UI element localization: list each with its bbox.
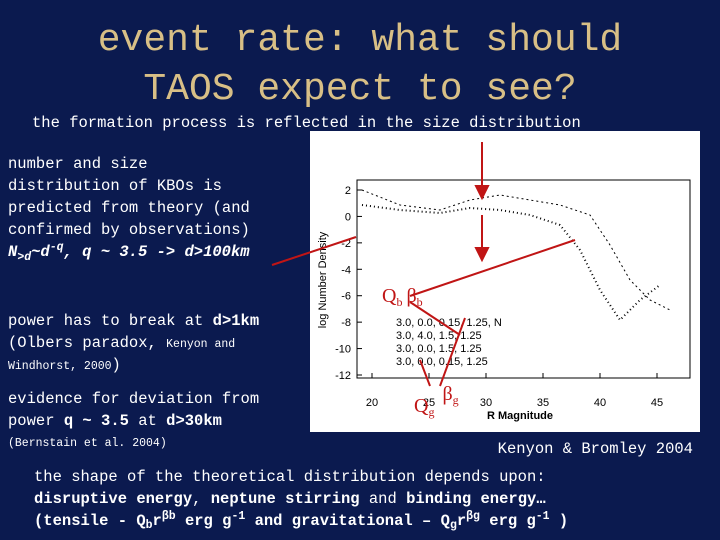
symbol: β bbox=[442, 383, 452, 405]
arrow-head bbox=[474, 185, 490, 201]
subscript: >d bbox=[17, 251, 32, 264]
text-line: power has to break at d>1km bbox=[8, 312, 259, 330]
arrows bbox=[271, 142, 576, 387]
annotation: Qgβg bbox=[414, 383, 459, 419]
text: N bbox=[8, 243, 18, 261]
subtitle: the formation process is reflected in th… bbox=[32, 114, 581, 132]
title-line: event rate: what should bbox=[98, 19, 623, 62]
text: ) bbox=[112, 356, 121, 374]
text-line: N>d~d-q, q ~ 3.5 -> d>100km bbox=[8, 241, 250, 264]
text: r bbox=[457, 512, 466, 530]
figure: log Number Density R Magnitude 20 25 30 35 4… bbox=[310, 131, 700, 432]
text: (tensile - Q bbox=[34, 512, 146, 530]
text-line: Windhorst, 2000) bbox=[8, 356, 121, 374]
x-axis-label: R Magnitude bbox=[487, 410, 553, 422]
legend-entry: 3.0, 0.0, 0.15, 1.25 bbox=[396, 356, 488, 368]
text: and bbox=[245, 512, 292, 530]
text: – Q bbox=[413, 512, 450, 530]
text-line: (Olbers paradox, Kenyon and bbox=[8, 334, 235, 352]
text: erg g bbox=[480, 512, 536, 530]
y-axis-label: log Number Density bbox=[317, 231, 329, 328]
text: ) bbox=[550, 512, 569, 530]
emphasis: neptune stirring bbox=[211, 490, 360, 508]
citation: (Bernstain et al. 2004) bbox=[8, 437, 167, 450]
symbol: Q bbox=[414, 395, 429, 417]
y-tick-label: -6 bbox=[341, 291, 351, 303]
emphasis: binding energy… bbox=[406, 490, 546, 508]
text: r bbox=[153, 512, 162, 530]
plot-frame bbox=[356, 179, 691, 379]
subscript: g bbox=[450, 519, 457, 532]
arrow bbox=[271, 236, 357, 266]
citation: Kenyon and bbox=[166, 338, 235, 351]
x-tick-label: 25 bbox=[423, 397, 435, 409]
superscript: βg bbox=[466, 510, 480, 523]
y-tick-label: -4 bbox=[341, 264, 351, 276]
text: (Olbers paradox, bbox=[8, 334, 166, 352]
emphasis: d>1km bbox=[213, 312, 260, 330]
y-tick-label: -10 bbox=[335, 344, 351, 356]
citation: Windhorst, 2000 bbox=[8, 360, 112, 373]
text-line: evidence for deviation from bbox=[8, 390, 259, 408]
emphasis: q ~ 3.5 bbox=[64, 412, 129, 430]
legend-entry: 3.0, 0.0, 1.5, 1.25 bbox=[396, 343, 482, 355]
arrow bbox=[439, 317, 466, 387]
text-line: disruptive energy, neptune stirring and … bbox=[34, 490, 546, 508]
subscript: b bbox=[396, 295, 402, 309]
superscript: -1 bbox=[231, 510, 245, 523]
emphasis: disruptive energy bbox=[34, 490, 192, 508]
superscript: -q bbox=[50, 241, 64, 254]
text-line: the shape of the theoretical distributio… bbox=[34, 468, 546, 486]
text: , bbox=[192, 490, 211, 508]
text-line: confirmed by observations) bbox=[8, 221, 250, 239]
arrow bbox=[409, 301, 461, 336]
arrow bbox=[409, 239, 576, 297]
y-tick-label: -12 bbox=[335, 370, 351, 382]
text-line: distribution of KBOs is bbox=[8, 177, 222, 195]
x-tick-label: 35 bbox=[537, 397, 549, 409]
y-tick-label: -8 bbox=[341, 317, 351, 329]
x-tick-label: 30 bbox=[480, 397, 492, 409]
text-line: predicted from theory (and bbox=[8, 199, 250, 217]
emphasis: gravitational bbox=[292, 512, 413, 530]
text-line: power q ~ 3.5 at d>30km bbox=[8, 412, 222, 430]
text: , q ~ 3.5 -> d>100km bbox=[64, 243, 251, 261]
legend-entry: 3.0, 4.0, 1.5, 1.25 bbox=[396, 330, 482, 342]
text: ~d bbox=[31, 243, 50, 261]
text-line: (tensile - Qbrβb erg g-1 and gravitation… bbox=[34, 510, 568, 532]
subscript: g bbox=[453, 393, 459, 407]
title-line: TAOS expect to see? bbox=[143, 68, 576, 111]
emphasis: d>30km bbox=[166, 412, 222, 430]
x-tick-label: 20 bbox=[366, 397, 378, 409]
subscript: b bbox=[146, 519, 153, 532]
text-line: number and size bbox=[8, 155, 148, 173]
text: power has to break at bbox=[8, 312, 213, 330]
arrow bbox=[419, 359, 431, 387]
superscript: -1 bbox=[536, 510, 550, 523]
figure-caption: Kenyon & Bromley 2004 bbox=[498, 440, 693, 458]
legend: 3.0, 0.0, 0.15, 1.25, N 3.0, 4.0, 1.5, 1… bbox=[396, 317, 502, 368]
text: and bbox=[360, 490, 407, 508]
superscript: βb bbox=[162, 510, 176, 523]
y-tick-label: 0 bbox=[345, 211, 351, 223]
text: at bbox=[129, 412, 166, 430]
text: erg g bbox=[176, 512, 232, 530]
arrow-head bbox=[474, 247, 490, 263]
subscript: g bbox=[428, 405, 434, 419]
figure-panel bbox=[310, 131, 700, 432]
curve-sketch bbox=[361, 189, 671, 311]
x-tick-label: 45 bbox=[651, 397, 663, 409]
legend-entry: 3.0, 0.0, 0.15, 1.25, N bbox=[396, 317, 502, 329]
symbol: Q bbox=[382, 285, 397, 307]
y-tick-label: 2 bbox=[345, 185, 351, 197]
subscript: b bbox=[417, 295, 423, 309]
x-tick-label: 40 bbox=[594, 397, 606, 409]
y-tick-label: -2 bbox=[341, 238, 351, 250]
text: power bbox=[8, 412, 64, 430]
